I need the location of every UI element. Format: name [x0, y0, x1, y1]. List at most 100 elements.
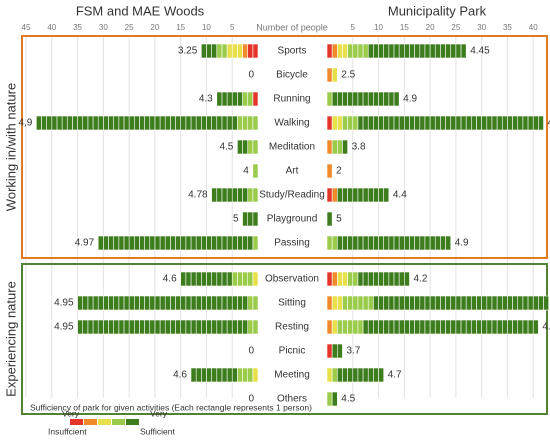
person-cell [247, 139, 254, 155]
person-cell [337, 235, 343, 251]
legend-low: Insuffcient [48, 426, 87, 436]
person-cell [221, 271, 228, 287]
person-cell [383, 319, 390, 335]
person-cell [242, 319, 248, 335]
person-cell [180, 271, 187, 287]
person-cell [133, 295, 140, 311]
person-cell [501, 295, 508, 311]
person-cell [383, 91, 390, 107]
person-cell [97, 319, 104, 335]
person-cell [149, 115, 156, 131]
person-cell [206, 43, 212, 59]
person-cell [481, 115, 488, 131]
person-cell [424, 235, 431, 251]
x-tick-label: 20 [150, 23, 159, 32]
person-cell [331, 271, 338, 287]
person-cell [455, 115, 462, 131]
person-cell [216, 187, 223, 203]
person-cell [87, 115, 94, 131]
person-cell [388, 319, 395, 335]
person-cell [159, 235, 166, 251]
person-cell [226, 271, 233, 287]
person-cell [237, 319, 243, 335]
person-cell [139, 115, 145, 131]
person-cell [247, 271, 254, 287]
person-cell [180, 319, 187, 335]
person-cell [190, 271, 197, 287]
person-cell [159, 319, 166, 335]
person-cell [445, 43, 452, 59]
average-label: 5 [233, 214, 239, 225]
person-cell [108, 319, 114, 335]
person-cell [252, 319, 259, 335]
person-cell [378, 115, 385, 131]
person-cell [247, 187, 254, 203]
person-cell [450, 295, 457, 311]
person-cell [252, 235, 259, 251]
person-cell [347, 91, 354, 107]
person-cell [247, 211, 254, 227]
legend-swatch [98, 419, 111, 425]
average-label: 4.95 [54, 298, 74, 309]
person-cell [388, 295, 395, 311]
person-cell [331, 367, 338, 383]
person-cell [352, 43, 359, 59]
person-cell [128, 295, 135, 311]
person-cell [185, 271, 192, 287]
person-cell [206, 295, 212, 311]
x-tick-label: 10 [202, 23, 211, 32]
person-cell [216, 235, 223, 251]
person-cell [481, 295, 488, 311]
person-cell [398, 271, 405, 287]
person-cell [206, 235, 212, 251]
person-cell [404, 319, 410, 335]
person-cell [331, 115, 338, 131]
person-cell [445, 295, 452, 311]
x-tick-label: 30 [477, 23, 486, 32]
person-cell [237, 91, 243, 107]
average-label: 0 [248, 70, 254, 81]
person-cell [170, 319, 176, 335]
average-label: 4.95 [54, 322, 74, 333]
x-tick-label: 45 [22, 23, 31, 32]
person-cell [398, 319, 405, 335]
x-tick-label: 40 [529, 23, 538, 32]
person-cell [175, 295, 181, 311]
person-cell [190, 115, 197, 131]
person-cell [445, 115, 452, 131]
person-cell [123, 235, 130, 251]
person-cell [77, 295, 84, 311]
person-cell [82, 295, 89, 311]
person-cell [211, 115, 218, 131]
category-label: Meditation [269, 142, 315, 153]
average-label: 4.9 [403, 94, 417, 105]
person-cell [118, 235, 125, 251]
person-cell [331, 319, 338, 335]
person-cell [247, 43, 254, 59]
person-cell [252, 211, 259, 227]
person-cell [388, 115, 395, 131]
person-cell [445, 319, 452, 335]
person-cell [337, 91, 343, 107]
person-cell [242, 271, 248, 287]
person-cell [337, 187, 343, 203]
person-cell [373, 115, 379, 131]
person-cell [252, 91, 259, 107]
person-cell [517, 295, 524, 311]
person-cell [378, 91, 385, 107]
person-cell [175, 235, 181, 251]
person-cell [170, 295, 176, 311]
person-cell [373, 43, 379, 59]
person-cell [378, 271, 385, 287]
person-cell [419, 235, 426, 251]
person-cell [237, 139, 243, 155]
person-cell [424, 295, 431, 311]
person-cell [221, 235, 228, 251]
person-cell [190, 367, 197, 383]
person-cell [103, 115, 109, 131]
person-cell [476, 319, 482, 335]
person-cell [231, 43, 238, 59]
person-cell [139, 235, 145, 251]
person-cell [337, 367, 343, 383]
person-cell [237, 115, 243, 131]
